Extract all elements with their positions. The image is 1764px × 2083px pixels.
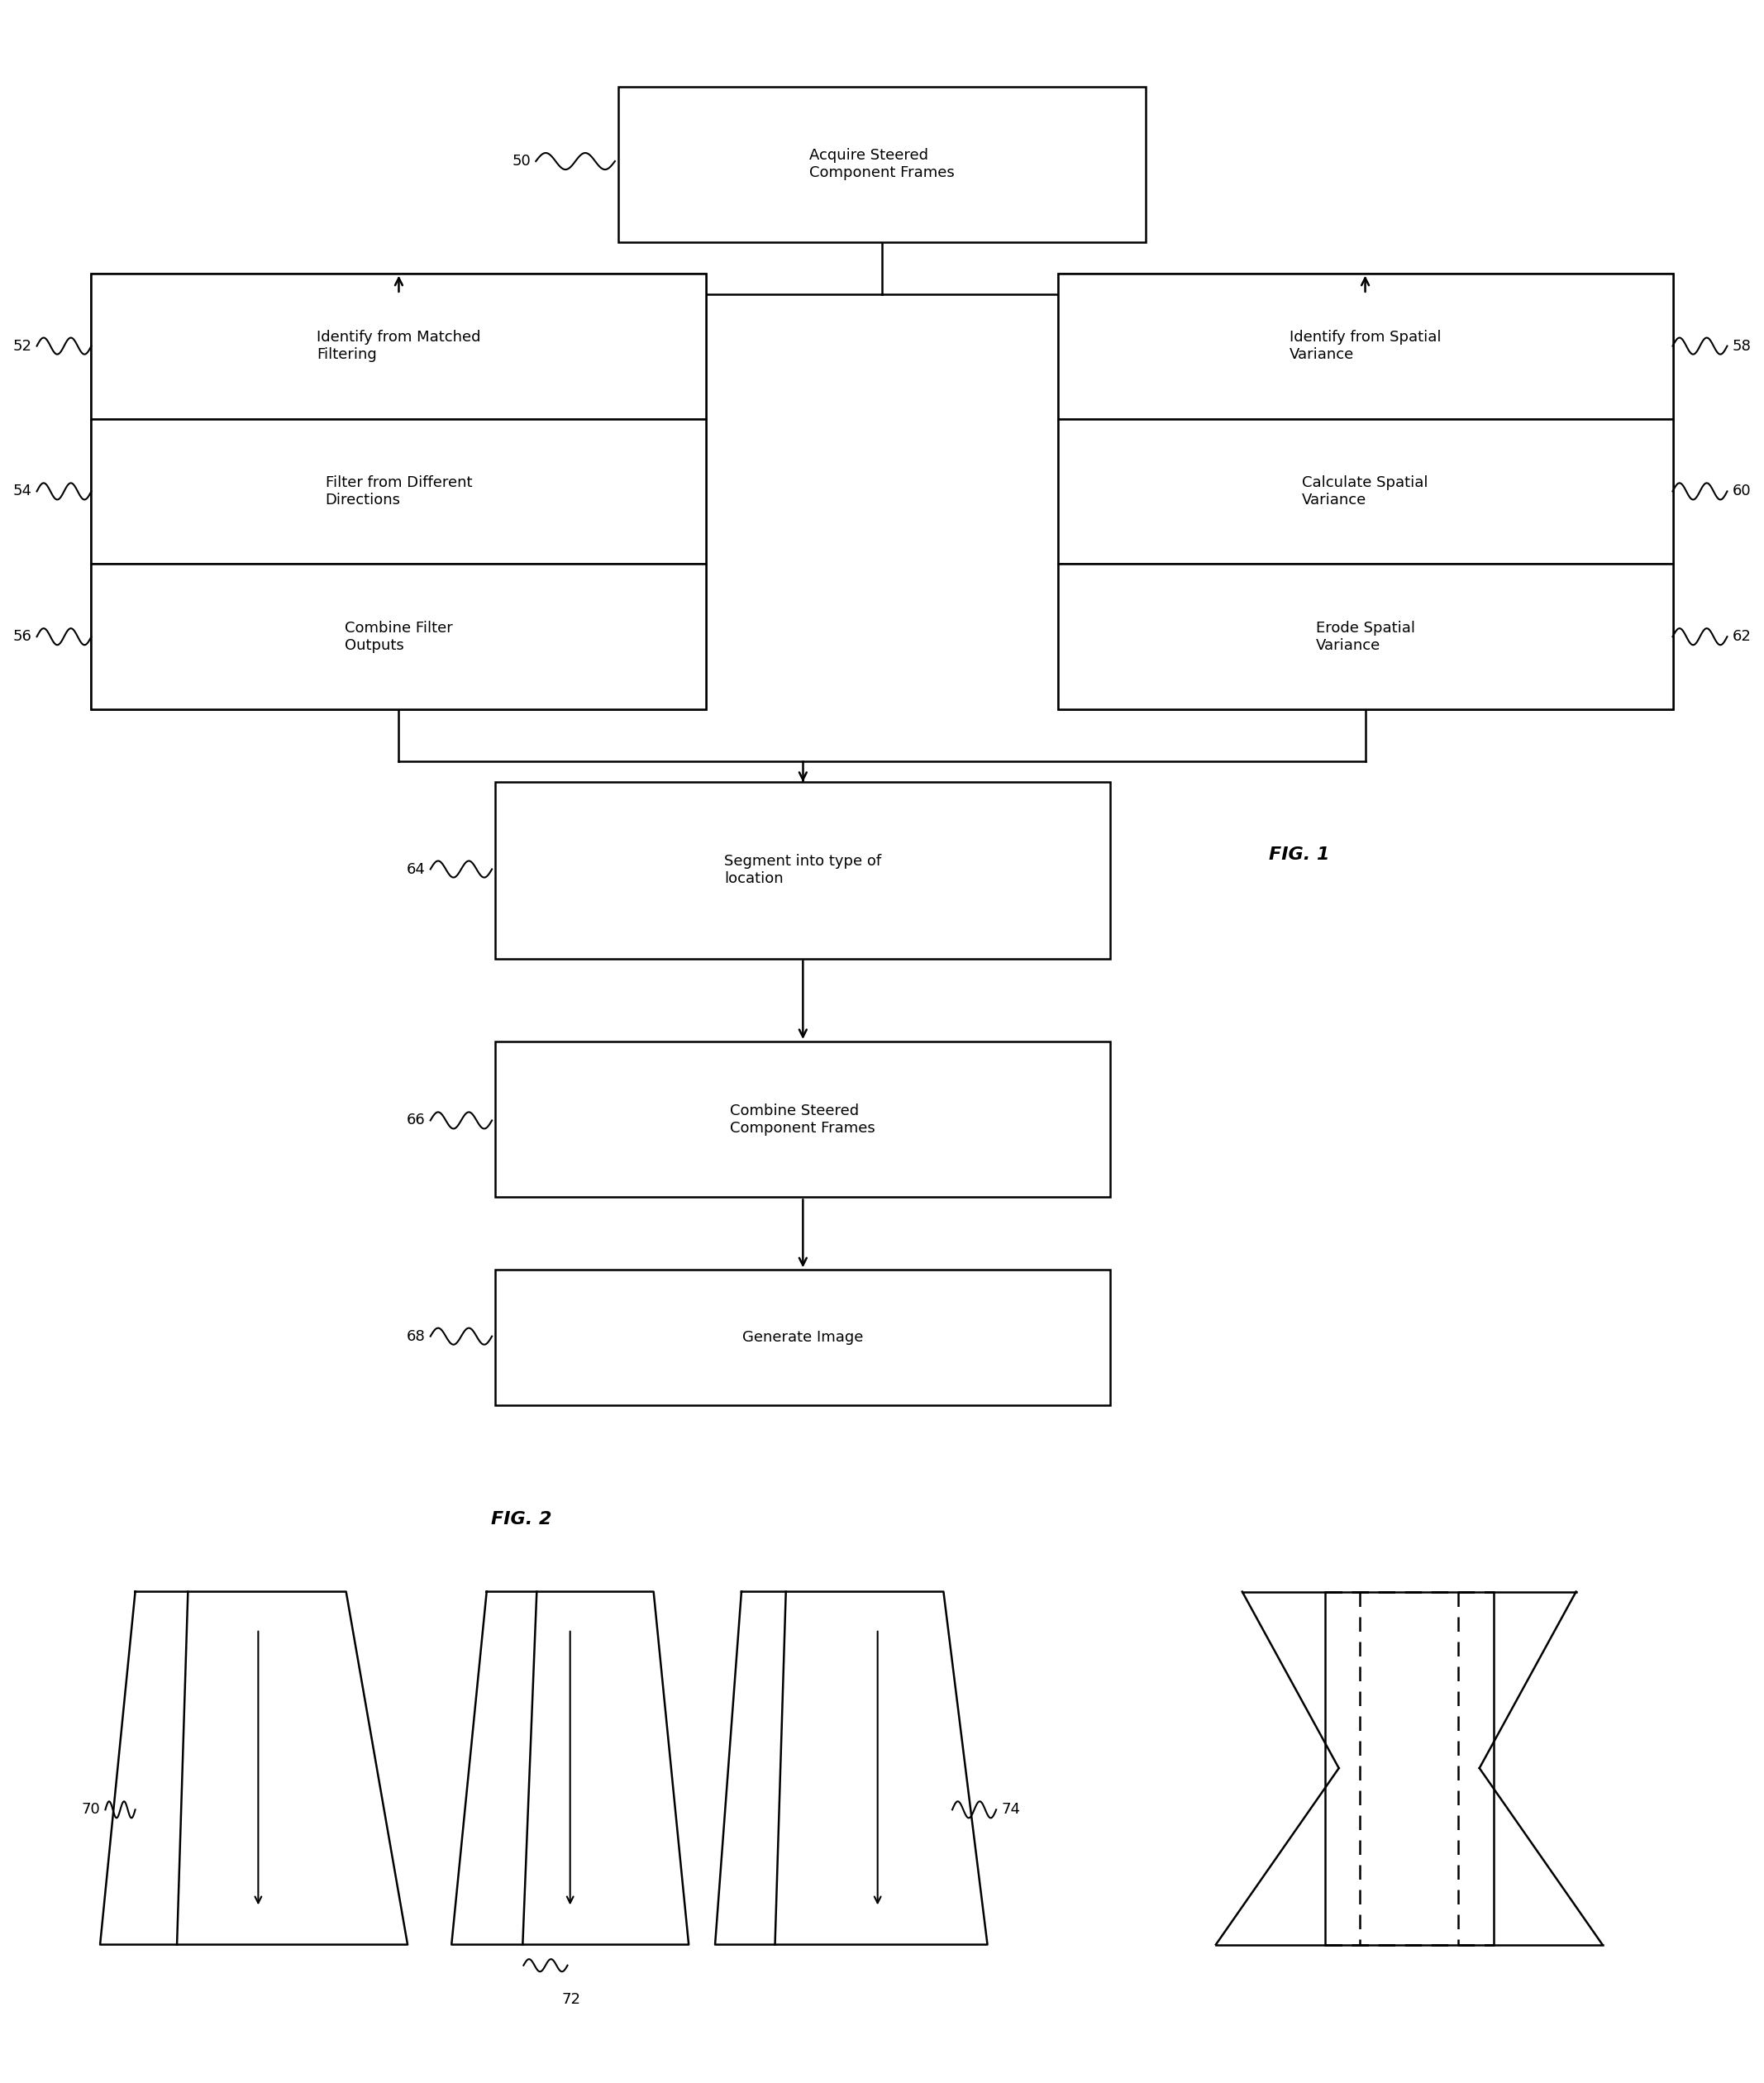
Text: Erode Spatial
Variance: Erode Spatial Variance — [1316, 621, 1415, 652]
Bar — [496, 1271, 1110, 1404]
Text: 66: 66 — [406, 1112, 425, 1127]
Text: Acquire Steered
Component Frames: Acquire Steered Component Frames — [810, 148, 954, 181]
Text: Identify from Spatial
Variance: Identify from Spatial Variance — [1289, 329, 1441, 362]
Bar — [1058, 564, 1672, 710]
Text: 62: 62 — [1732, 629, 1752, 644]
Bar — [496, 781, 1110, 958]
Text: Segment into type of
location: Segment into type of location — [725, 854, 882, 885]
Bar — [92, 273, 706, 419]
Bar — [92, 564, 706, 710]
Text: Filter from Different
Directions: Filter from Different Directions — [325, 475, 473, 508]
Bar — [1058, 273, 1672, 710]
Bar — [92, 419, 706, 564]
Text: FIG. 1: FIG. 1 — [1268, 846, 1330, 862]
Text: Generate Image: Generate Image — [743, 1329, 863, 1346]
Text: 58: 58 — [1732, 340, 1752, 354]
Text: 68: 68 — [406, 1329, 425, 1344]
Text: FIG. 2: FIG. 2 — [492, 1510, 552, 1527]
Text: Identify from Matched
Filtering: Identify from Matched Filtering — [318, 329, 482, 362]
Text: 72: 72 — [561, 1991, 580, 2008]
Text: 54: 54 — [12, 483, 32, 498]
Bar — [1058, 273, 1672, 419]
Text: 64: 64 — [406, 862, 425, 877]
Text: 70: 70 — [81, 1802, 101, 1816]
Text: 74: 74 — [1002, 1802, 1021, 1816]
Bar — [1058, 419, 1672, 564]
Text: Calculate Spatial
Variance: Calculate Spatial Variance — [1302, 475, 1429, 508]
Text: Combine Filter
Outputs: Combine Filter Outputs — [344, 621, 453, 652]
Text: 60: 60 — [1732, 483, 1752, 498]
Text: 50: 50 — [512, 154, 531, 169]
Text: 52: 52 — [12, 340, 32, 354]
Text: 56: 56 — [12, 629, 32, 644]
Bar — [496, 1042, 1110, 1198]
Bar — [619, 87, 1145, 242]
Text: Combine Steered
Component Frames: Combine Steered Component Frames — [730, 1104, 875, 1135]
Bar — [92, 273, 706, 710]
